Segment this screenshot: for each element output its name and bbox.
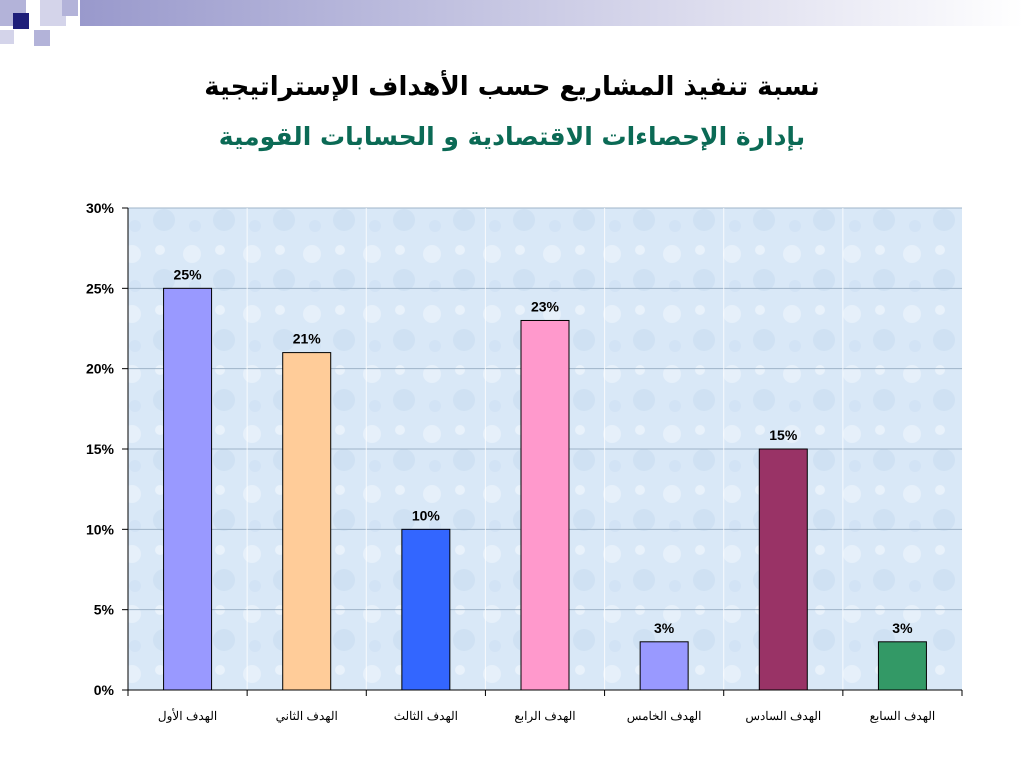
bar: [520, 319, 570, 691]
bar: [282, 352, 332, 691]
decor-square: [0, 30, 14, 44]
y-tick-label: 25%: [86, 280, 115, 296]
bar-value-label: 25%: [174, 266, 203, 282]
y-tick-label: 15%: [86, 441, 115, 457]
x-tick-label: الهدف الثالث: [394, 709, 458, 723]
x-tick-label: الهدف الثاني: [276, 709, 338, 723]
decorative-squares: [0, 0, 1024, 46]
bar-value-label: 10%: [412, 507, 441, 523]
bar: [877, 641, 927, 691]
decor-square: [13, 13, 29, 29]
x-tick-label: الهدف السابع: [870, 709, 936, 723]
x-tick-label: الهدف الخامس: [627, 709, 702, 723]
bar: [758, 448, 808, 691]
bar: [401, 528, 451, 691]
x-tick-label: الهدف الأول: [158, 708, 217, 723]
y-tick-label: 0%: [94, 682, 115, 698]
y-tick-label: 20%: [86, 361, 115, 377]
bar-value-label: 15%: [769, 427, 798, 443]
bar-value-label: 3%: [892, 620, 913, 636]
bar-value-label: 3%: [654, 620, 675, 636]
x-tick-label: الهدف السادس: [745, 709, 821, 723]
decor-square: [34, 30, 50, 46]
y-tick-label: 30%: [86, 200, 115, 216]
bar: [163, 287, 213, 691]
bar-value-label: 21%: [293, 331, 322, 347]
bar: [639, 641, 689, 691]
bar-chart: 0% 5% 10% 15% 20% 25% 30% 25% الهدف الأول 21% اله…: [86, 200, 963, 723]
header-gradient-band: [80, 0, 1024, 26]
chart-subtitle: بإدارة الإحصاءات الاقتصادية و الحسابات ا…: [218, 122, 806, 151]
decor-square: [62, 0, 78, 16]
chart-title: نسبة تنفيذ المشاريع حسب الأهداف الإسترات…: [204, 72, 820, 102]
bar-value-label: 23%: [531, 298, 560, 314]
y-tick-label: 5%: [94, 602, 115, 618]
y-tick-label: 10%: [86, 521, 115, 537]
x-tick-label: الهدف الرابع: [514, 709, 575, 723]
decor-square: [40, 0, 66, 26]
